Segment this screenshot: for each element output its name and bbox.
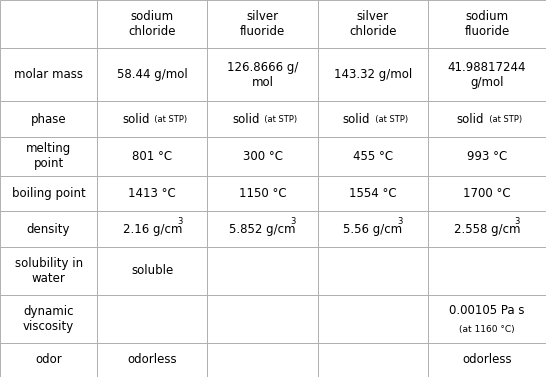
Text: 1150 °C: 1150 °C bbox=[239, 187, 287, 200]
Text: 58.44 g/mol: 58.44 g/mol bbox=[117, 68, 188, 81]
Text: 41.98817244
g/mol: 41.98817244 g/mol bbox=[448, 61, 526, 89]
Bar bbox=[0, 137, 97, 176]
Bar bbox=[207, 176, 318, 211]
Text: (at STP): (at STP) bbox=[371, 115, 408, 124]
Bar bbox=[318, 0, 428, 48]
Text: 5.56 g/cm: 5.56 g/cm bbox=[343, 222, 402, 236]
Bar bbox=[318, 137, 428, 176]
Text: 0.00105 Pa s: 0.00105 Pa s bbox=[449, 303, 525, 317]
Text: solid: solid bbox=[457, 113, 484, 126]
Text: solid: solid bbox=[122, 113, 150, 126]
Bar bbox=[0, 101, 97, 137]
Text: 300 °C: 300 °C bbox=[242, 150, 283, 163]
Bar bbox=[97, 211, 207, 247]
Text: 1413 °C: 1413 °C bbox=[128, 187, 176, 200]
Bar bbox=[318, 101, 428, 137]
Text: (at 1160 °C): (at 1160 °C) bbox=[459, 325, 515, 334]
Bar bbox=[207, 247, 318, 295]
Text: 1700 °C: 1700 °C bbox=[463, 187, 511, 200]
Bar bbox=[97, 101, 207, 137]
Text: 143.32 g/mol: 143.32 g/mol bbox=[334, 68, 412, 81]
Bar bbox=[207, 295, 318, 343]
Text: odorless: odorless bbox=[128, 353, 177, 366]
Text: (at STP): (at STP) bbox=[485, 115, 522, 124]
Bar bbox=[0, 211, 97, 247]
Text: silver
fluoride: silver fluoride bbox=[240, 10, 285, 38]
Bar bbox=[318, 343, 428, 377]
Text: odorless: odorless bbox=[462, 353, 512, 366]
Text: 801 °C: 801 °C bbox=[132, 150, 173, 163]
Text: sodium
chloride: sodium chloride bbox=[129, 10, 176, 38]
Bar bbox=[97, 343, 207, 377]
Bar bbox=[428, 176, 546, 211]
Bar bbox=[207, 211, 318, 247]
Text: soluble: soluble bbox=[131, 264, 174, 277]
Bar bbox=[318, 211, 428, 247]
Bar bbox=[97, 137, 207, 176]
Text: solubility in
water: solubility in water bbox=[15, 257, 82, 285]
Bar bbox=[207, 137, 318, 176]
Bar bbox=[0, 247, 97, 295]
Text: (at STP): (at STP) bbox=[260, 115, 298, 124]
Text: 3: 3 bbox=[290, 217, 295, 226]
Bar bbox=[318, 295, 428, 343]
Bar bbox=[318, 176, 428, 211]
Text: 993 °C: 993 °C bbox=[467, 150, 507, 163]
Text: 3: 3 bbox=[177, 217, 182, 226]
Bar bbox=[0, 295, 97, 343]
Text: molar mass: molar mass bbox=[14, 68, 83, 81]
Bar bbox=[207, 0, 318, 48]
Text: phase: phase bbox=[31, 113, 67, 126]
Text: silver
chloride: silver chloride bbox=[349, 10, 396, 38]
Text: 2.558 g/cm: 2.558 g/cm bbox=[454, 222, 520, 236]
Bar bbox=[207, 48, 318, 101]
Bar bbox=[428, 101, 546, 137]
Bar bbox=[97, 247, 207, 295]
Bar bbox=[428, 247, 546, 295]
Text: (at STP): (at STP) bbox=[150, 115, 187, 124]
Text: solid: solid bbox=[233, 113, 260, 126]
Bar bbox=[428, 0, 546, 48]
Bar bbox=[0, 0, 97, 48]
Bar bbox=[0, 48, 97, 101]
Bar bbox=[97, 0, 207, 48]
Bar bbox=[0, 343, 97, 377]
Bar bbox=[207, 343, 318, 377]
Bar bbox=[318, 48, 428, 101]
Text: melting
point: melting point bbox=[26, 142, 71, 170]
Text: 1554 °C: 1554 °C bbox=[349, 187, 397, 200]
Bar bbox=[318, 247, 428, 295]
Text: 3: 3 bbox=[514, 217, 520, 226]
Bar bbox=[97, 176, 207, 211]
Text: 455 °C: 455 °C bbox=[353, 150, 393, 163]
Bar bbox=[428, 137, 546, 176]
Bar bbox=[0, 176, 97, 211]
Text: 2.16 g/cm: 2.16 g/cm bbox=[123, 222, 182, 236]
Text: 3: 3 bbox=[397, 217, 403, 226]
Bar bbox=[428, 343, 546, 377]
Bar bbox=[428, 211, 546, 247]
Text: solid: solid bbox=[343, 113, 370, 126]
Text: 5.852 g/cm: 5.852 g/cm bbox=[229, 222, 296, 236]
Bar bbox=[97, 48, 207, 101]
Bar bbox=[428, 295, 546, 343]
Text: boiling point: boiling point bbox=[11, 187, 86, 200]
Text: dynamic
viscosity: dynamic viscosity bbox=[23, 305, 74, 333]
Text: 126.8666 g/
mol: 126.8666 g/ mol bbox=[227, 61, 298, 89]
Text: odor: odor bbox=[35, 353, 62, 366]
Bar bbox=[207, 101, 318, 137]
Bar bbox=[428, 48, 546, 101]
Text: sodium
fluoride: sodium fluoride bbox=[465, 10, 509, 38]
Bar bbox=[97, 295, 207, 343]
Text: density: density bbox=[27, 222, 70, 236]
